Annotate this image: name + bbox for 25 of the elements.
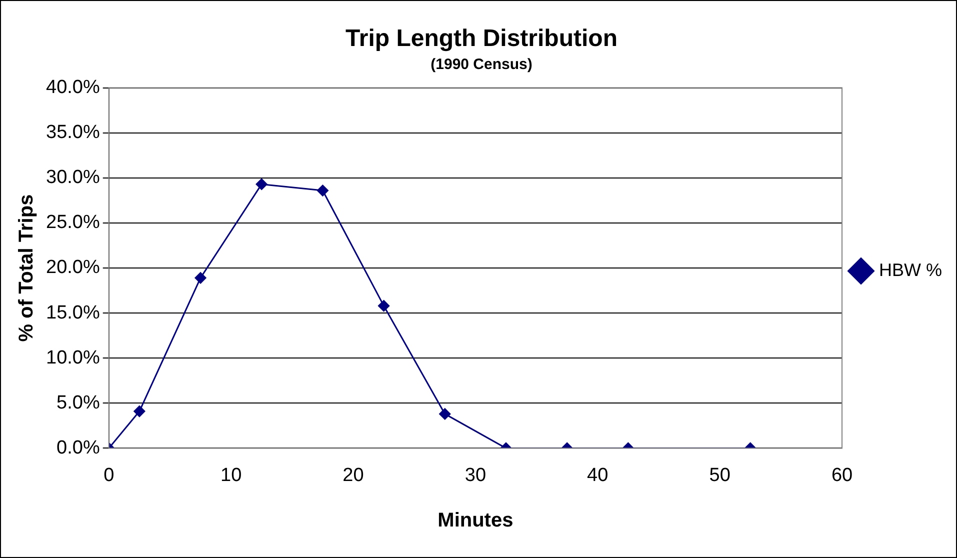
x-tick-label: 50 — [709, 464, 730, 486]
y-tick-label: 25.0% — [46, 212, 100, 234]
x-tick-label: 60 — [831, 464, 853, 486]
y-tick-label: 15.0% — [46, 302, 100, 324]
point — [256, 178, 268, 190]
y-tick-label: 40.0% — [46, 77, 100, 98]
point — [378, 300, 390, 312]
y-tick-label: 20.0% — [46, 257, 100, 278]
y-tick-label: 35.0% — [46, 122, 100, 144]
x-tick-label: 0 — [104, 464, 114, 486]
x-tick-label: 40 — [587, 464, 608, 486]
y-tick-label: 30.0% — [46, 167, 100, 188]
point — [194, 272, 206, 284]
y-tick-label: 10.0% — [46, 347, 100, 368]
point — [316, 184, 328, 196]
chart-subtitle: (1990 Census) — [430, 56, 532, 73]
x-tick-label: 20 — [342, 464, 364, 486]
legend-label: HBW % — [879, 260, 942, 280]
x-axis-title: Minutes — [438, 510, 514, 532]
y-tick-label: 0.0% — [56, 437, 100, 458]
y-axis-title: % of Total Trips — [16, 194, 38, 342]
y-tick-label: 5.0% — [56, 392, 100, 414]
x-tick-label: 30 — [464, 464, 486, 486]
x-tick-label: 10 — [220, 464, 242, 486]
chart-title: Trip Length Distribution — [346, 25, 618, 52]
